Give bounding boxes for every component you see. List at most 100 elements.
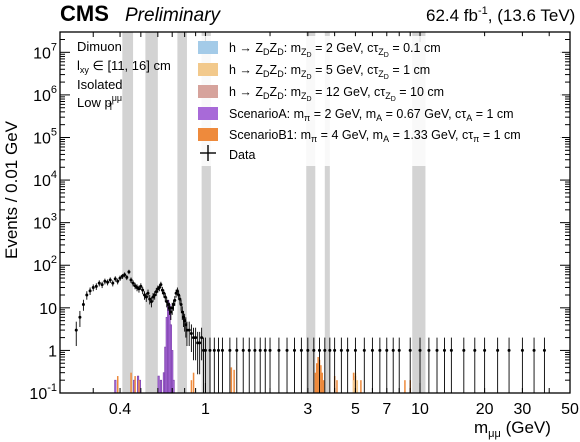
legend-entry-data: Data	[200, 145, 255, 162]
y-tick-label: 1	[48, 343, 57, 360]
data-point	[173, 298, 177, 302]
veto-band	[145, 32, 158, 393]
annotation-isolated: Isolated	[77, 77, 123, 92]
histogram-bin	[134, 376, 136, 393]
data-point	[142, 293, 146, 297]
data-point	[507, 348, 511, 352]
x-tick-label: 30	[513, 401, 531, 418]
y-tick-label: 10-1	[29, 382, 57, 403]
data-point	[169, 310, 173, 314]
histogram-bin	[317, 357, 319, 393]
histogram-bin	[114, 379, 117, 394]
annotation-lxy: lxy ∈ [11, 16] cm	[77, 58, 171, 75]
veto-band	[306, 32, 316, 393]
legend-entry-scenario-b1: ScenarioB1: mπ = 4 GeV, mA = 1.33 GeV, c…	[198, 128, 521, 144]
data-point	[483, 348, 487, 352]
data-point	[177, 293, 181, 297]
data-point	[228, 348, 232, 352]
data-point	[203, 348, 207, 352]
legend-label-scenario-a: ScenarioA: mπ = 2 GeV, mA = 0.67 GeV, cτ…	[229, 107, 514, 123]
data-point	[120, 274, 124, 278]
histogram-bin	[352, 380, 355, 393]
y-tick-label: 104	[33, 169, 57, 190]
legend-label-data: Data	[229, 148, 255, 162]
data-point	[391, 348, 395, 352]
data-point	[189, 331, 193, 335]
x-tick-label: 20	[476, 401, 494, 418]
data-point	[144, 295, 148, 299]
data-points	[74, 269, 546, 393]
data-point	[292, 348, 296, 352]
data-point	[306, 348, 310, 352]
data-point	[285, 348, 289, 352]
histogram-bin	[130, 372, 132, 393]
data-point	[159, 283, 163, 287]
data-point	[133, 284, 137, 288]
data-point	[427, 348, 431, 352]
data-point	[118, 276, 122, 280]
veto-band	[324, 32, 330, 393]
data-point	[200, 336, 204, 340]
data-point	[378, 348, 382, 352]
data-point	[111, 281, 115, 285]
annotation-low-pt: Low pμμ T	[77, 93, 122, 112]
data-point	[263, 348, 267, 352]
plot-frame	[59, 31, 571, 394]
data-point	[370, 348, 374, 352]
data-point	[235, 348, 239, 352]
data-point	[131, 281, 135, 285]
legend-swatch-scenario-b1	[198, 128, 218, 141]
data-point	[127, 270, 131, 274]
data-point	[435, 348, 439, 352]
data-point	[353, 348, 357, 352]
data-point	[220, 348, 224, 352]
y-tick-label: 105	[33, 126, 57, 147]
data-point	[174, 291, 178, 295]
data-point	[113, 277, 117, 281]
legend-swatch-scenario-a	[198, 107, 218, 120]
data-point	[162, 291, 166, 295]
data-point	[178, 297, 182, 301]
y-tick-label: 103	[33, 212, 57, 233]
data-point	[97, 281, 101, 285]
data-point	[323, 348, 327, 352]
veto-band	[122, 32, 134, 393]
data-point	[542, 348, 546, 352]
data-point	[170, 306, 174, 310]
y-tick-label: 102	[33, 254, 57, 275]
data-point	[408, 348, 412, 352]
data-point	[532, 348, 536, 352]
x-tick-label: 10	[411, 401, 429, 418]
y-axis-label: Events / 0.01 GeV	[2, 120, 21, 259]
histogram-bin	[321, 372, 323, 393]
data-point	[160, 288, 164, 292]
data-point	[106, 280, 110, 284]
data-point	[74, 328, 78, 332]
data-point	[442, 348, 446, 352]
data-point	[496, 348, 500, 352]
data-point	[179, 302, 183, 306]
annotation-dimuon: Dimuon	[77, 39, 122, 54]
data-point	[108, 278, 112, 282]
experiment-label: CMS	[60, 1, 109, 26]
data-point	[91, 286, 95, 290]
data-point	[462, 348, 466, 352]
histogram-bin	[336, 380, 338, 393]
histogram-bin	[320, 365, 322, 393]
data-point	[175, 289, 179, 293]
luminosity-label: 62.4 fb-1, (13.6 TeV)	[426, 5, 575, 25]
selection-annotation: Dimuon lxy ∈ [11, 16] cm Isolated Low pμ…	[77, 39, 171, 112]
histogram-bin	[356, 380, 359, 393]
data-point	[268, 348, 272, 352]
x-tick-label: 50	[561, 401, 579, 418]
data-point	[339, 348, 343, 352]
histogram-bin	[230, 367, 233, 393]
data-point	[153, 293, 157, 297]
data-point	[216, 348, 220, 352]
data-point	[258, 348, 262, 352]
legend-swatch-sig-2gev	[198, 41, 218, 54]
histogram-bin	[190, 380, 193, 393]
data-point	[253, 348, 257, 352]
data-point	[137, 287, 141, 291]
